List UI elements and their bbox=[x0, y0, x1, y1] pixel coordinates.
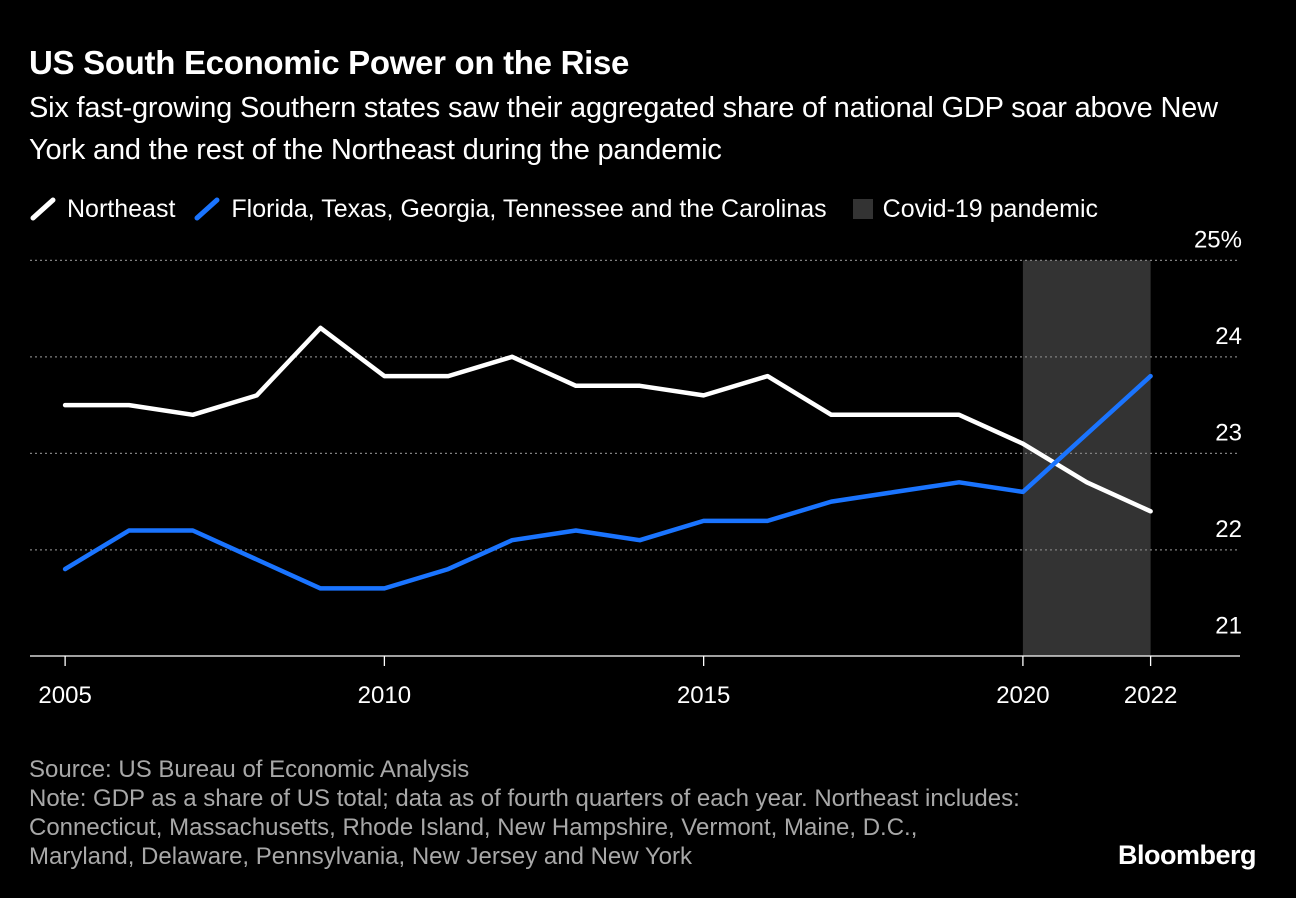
bloomberg-logo: Bloomberg bbox=[1117, 840, 1257, 870]
northeast-series-line bbox=[62, 325, 1153, 514]
source-text: Source: US Bureau of Economic Analysis bbox=[29, 756, 470, 783]
y-tick-label-24: 24 bbox=[1215, 323, 1242, 350]
legend-item-south: Florida, Texas, Georgia, Tennessee and t… bbox=[193, 194, 827, 224]
northeast-swatch-stroke bbox=[30, 197, 56, 221]
legend-item-northeast: Northeast bbox=[29, 195, 175, 224]
x-tick-label-2022: 2022 bbox=[1124, 682, 1177, 709]
legend-label-pandemic: Covid-19 pandemic bbox=[882, 194, 1099, 223]
pandemic-shaded-region bbox=[1022, 260, 1151, 656]
legend-label-south: Florida, Texas, Georgia, Tennessee and t… bbox=[231, 194, 827, 223]
y-tick-label-25: 25% bbox=[1194, 226, 1242, 253]
legend-item-pandemic: Covid-19 pandemic bbox=[845, 195, 1098, 224]
south-series-line bbox=[62, 373, 1153, 591]
y-tick-label-21: 21 bbox=[1215, 612, 1242, 639]
y-tick-label-23: 23 bbox=[1215, 419, 1242, 446]
legend-label-northeast: Northeast bbox=[67, 194, 176, 223]
legend: Northeast Florida, Texas, Georgia, Tenne… bbox=[29, 192, 1116, 226]
south-line-swatch bbox=[194, 197, 220, 221]
chart-title: US South Economic Power on the Rise bbox=[29, 44, 630, 81]
note-text: Note: GDP as a share of US total; data a… bbox=[29, 785, 1020, 870]
x-tick-label-2015: 2015 bbox=[677, 682, 730, 709]
x-tick-label-2020: 2020 bbox=[996, 682, 1049, 709]
chart-subtitle: Six fast-growing Southern states saw the… bbox=[29, 92, 1218, 166]
chart-footer: Source: US Bureau of Economic Analysis N… bbox=[29, 755, 1029, 871]
y-tick-label-22: 22 bbox=[1215, 516, 1242, 543]
pandemic-box-swatch bbox=[852, 199, 873, 219]
northeast-line-swatch bbox=[30, 197, 56, 221]
x-tick-label-2010: 2010 bbox=[358, 682, 411, 709]
x-tick-label-2005: 2005 bbox=[38, 682, 91, 709]
south-swatch-stroke bbox=[194, 197, 220, 221]
